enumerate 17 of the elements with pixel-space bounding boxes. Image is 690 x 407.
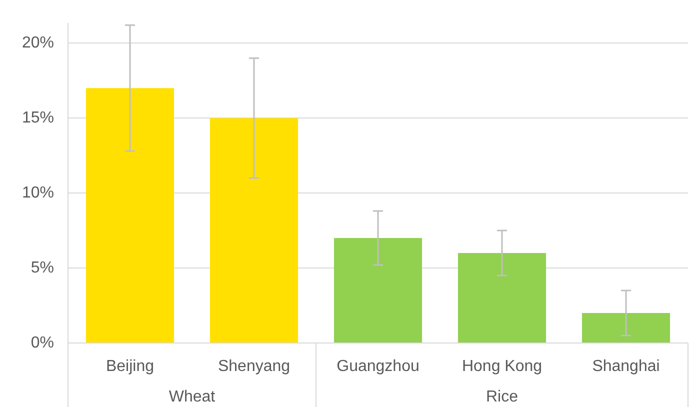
bar [458, 253, 546, 342]
bar [210, 118, 298, 342]
y-tick-label: 0% [30, 334, 54, 352]
x-tick-label: Beijing [106, 358, 154, 376]
x-tick-label: Guangzhou [336, 358, 420, 376]
y-tick-label: 15% [22, 109, 54, 126]
x-tick-label: Shenyang [218, 358, 290, 376]
text: Wheat [168, 388, 216, 406]
y-tick-label: 20% [22, 34, 54, 52]
x-tick-label: Hong Kong [462, 358, 542, 376]
y-tick-label: 5% [30, 259, 54, 276]
bar [334, 238, 422, 342]
bar [582, 313, 670, 342]
x-tick-label: Shanghai [592, 358, 660, 376]
bar [86, 88, 174, 342]
y-tick-label: 10% [22, 184, 54, 202]
text: Rice [486, 388, 518, 406]
